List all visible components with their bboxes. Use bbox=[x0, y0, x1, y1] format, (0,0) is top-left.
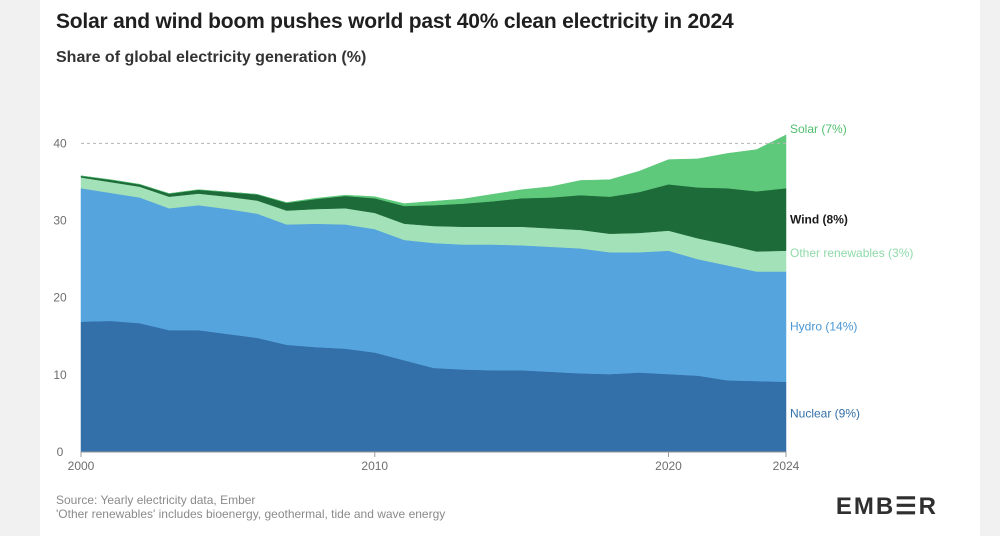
chart-subtitle: Share of global electricity generation (… bbox=[56, 49, 367, 66]
series-label-wind: Wind (8%) bbox=[790, 212, 848, 226]
y-tick-label-20: 20 bbox=[53, 291, 67, 305]
area-solar bbox=[80, 134, 787, 207]
stacked-area-chart: 0 10 20 30 40 2000 2010 2020 2024 Nuclear (9%) Hy… bbox=[53, 122, 913, 473]
series-label-nuclear: Nuclear (9%) bbox=[790, 406, 860, 420]
y-tick-label-30: 30 bbox=[53, 214, 67, 228]
footnote: 'Other renewables' includes bioenergy, g… bbox=[56, 507, 446, 521]
x-tick-label-2000: 2000 bbox=[68, 459, 95, 473]
x-tick-label-2024: 2024 bbox=[773, 459, 800, 473]
series-label-hydro: Hydro (14%) bbox=[790, 320, 857, 334]
source-note: Source: Yearly electricity data, Ember bbox=[56, 493, 256, 507]
series-labels: Nuclear (9%) Hydro (14%) Other renewables … bbox=[790, 122, 913, 421]
y-tick-label-10: 10 bbox=[53, 368, 67, 382]
axes: 0 10 20 30 40 2000 2010 2020 2024 bbox=[53, 136, 799, 473]
series-label-other-renewables: Other renewables (3%) bbox=[790, 246, 913, 260]
series-label-solar: Solar (7%) bbox=[790, 122, 847, 136]
ember-logo: EMB☰R bbox=[835, 493, 938, 520]
chart-footer: Source: Yearly electricity data, Ember '… bbox=[56, 493, 445, 521]
chart-card: Solar and wind boom pushes world past 40… bbox=[40, 0, 980, 536]
chart-title: Solar and wind boom pushes world past 40… bbox=[56, 10, 734, 33]
x-tick-label-2020: 2020 bbox=[655, 459, 682, 473]
y-tick-label-40: 40 bbox=[53, 136, 67, 150]
y-tick-label-0: 0 bbox=[57, 445, 64, 459]
area-series bbox=[80, 134, 787, 453]
x-tick-label-2010: 2010 bbox=[361, 459, 388, 473]
